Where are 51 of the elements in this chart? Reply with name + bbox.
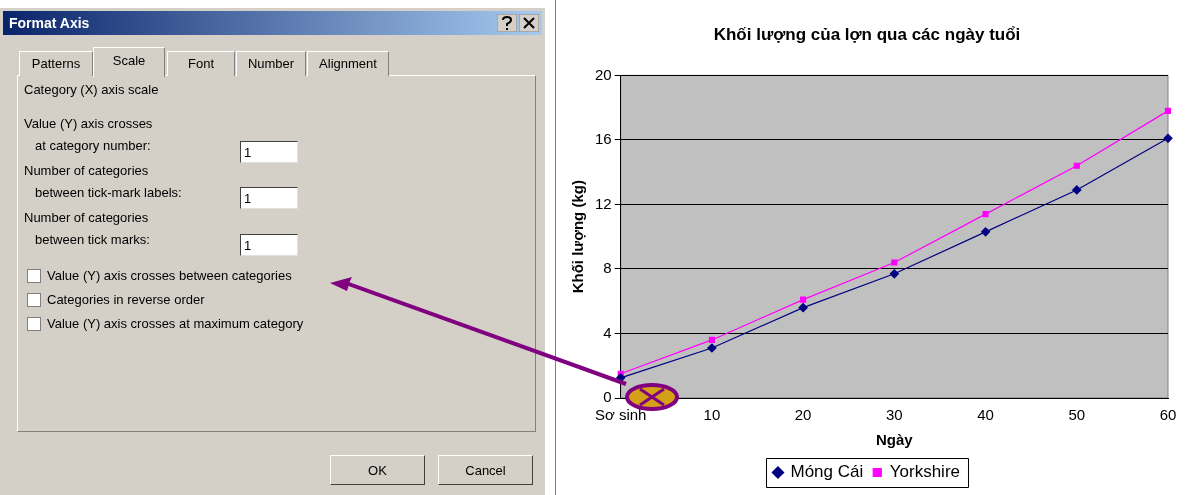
text: Font (167, 51, 235, 76)
y-tick-label: 8 (603, 259, 612, 277)
text: OK (330, 455, 425, 485)
point (707, 343, 717, 353)
text: Number (236, 51, 306, 76)
text: Value (Y) axis crosses at maximum category (47, 316, 304, 331)
x-tick-label: 40 (977, 406, 994, 424)
chart-title: Khối lượng của lợn qua các ngày tuổi (713, 24, 1021, 44)
text: Category (X) axis scale (24, 82, 159, 97)
point (891, 259, 898, 266)
x-tick-label: 60 (1159, 406, 1177, 424)
x-tick-label: 20 (794, 406, 812, 424)
y-tick-label: 0 (603, 388, 612, 406)
x-tick-label: 10 (703, 406, 721, 424)
x-axis-title: Ngày (876, 431, 914, 449)
point (1072, 185, 1082, 195)
point (980, 227, 991, 237)
text: 1 (240, 187, 298, 209)
point (889, 269, 899, 279)
text: Value (Y) axis crosses between categories (47, 268, 292, 283)
text: Number of categories (24, 210, 149, 225)
text: between tick-mark labels: (35, 185, 182, 200)
text: 1 (240, 234, 298, 256)
text: Number of categories (24, 163, 149, 178)
y-tick-label: 20 (595, 65, 612, 83)
text: 1 (240, 141, 298, 163)
y-tick-label: 12 (595, 194, 612, 212)
y-axis-title: Khối lượng (kg) (569, 180, 587, 294)
point (708, 336, 715, 344)
text: Value (Y) axis crosses (24, 116, 153, 131)
text: Categories in reverse order (47, 292, 205, 307)
text: Format Axis (9, 15, 90, 31)
legend-label: Móng Cái (790, 462, 864, 482)
point (798, 303, 808, 313)
text: Cancel (438, 455, 533, 485)
point (1163, 133, 1173, 143)
y-tick-label: 16 (595, 130, 612, 148)
text: Alignment (307, 51, 389, 76)
point (1073, 162, 1080, 169)
point (800, 296, 807, 303)
x-tick-label: 30 (886, 406, 903, 424)
y-tick-label: 4 (603, 323, 612, 341)
text: between tick marks: (35, 232, 150, 247)
text: Scale (93, 47, 165, 77)
x-tick-label: Sơ sinh (594, 406, 647, 424)
x-tick-label: 50 (1068, 406, 1086, 424)
text: at category number: (35, 138, 151, 153)
point (982, 211, 989, 218)
text: Patterns (19, 51, 93, 76)
point (1164, 107, 1172, 114)
legend-label: Yorkshire (889, 462, 961, 482)
